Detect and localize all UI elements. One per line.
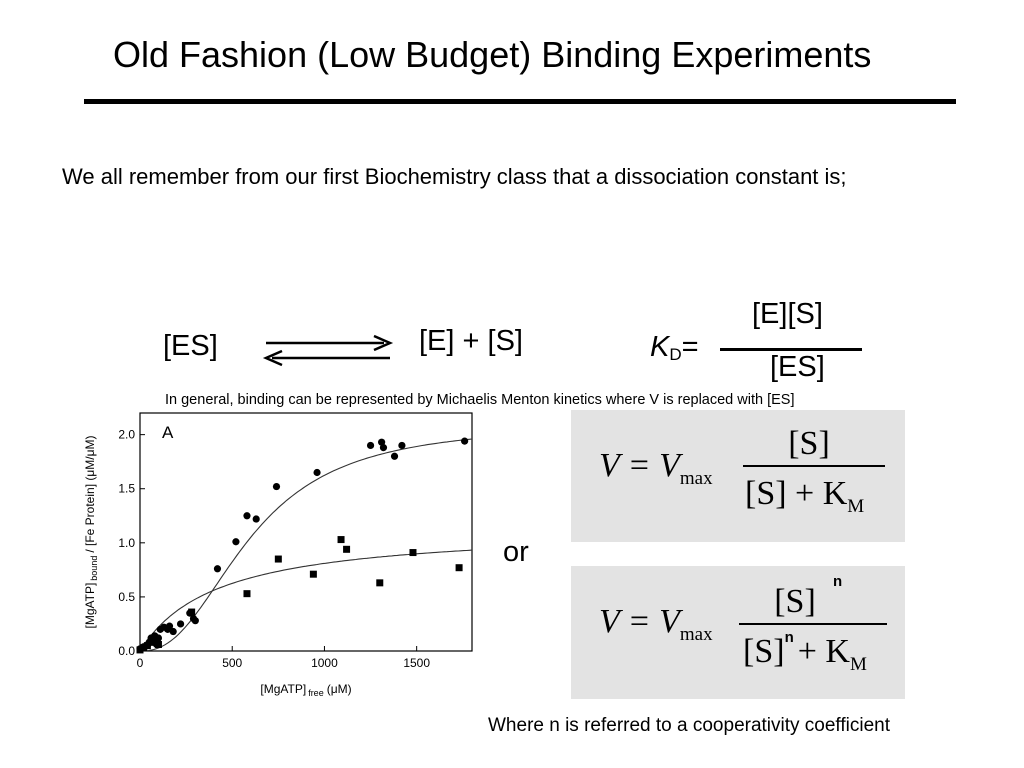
x-tick-label: 1500 [403, 656, 430, 670]
y-tick-label: 2.0 [118, 428, 135, 442]
fit-curve-squares [139, 549, 473, 652]
title-underline [84, 99, 956, 104]
x-tick-label: 500 [222, 656, 242, 670]
data-point-square [309, 570, 317, 578]
binding-plot: 0 500 1000 1500 0.0 0.5 1.0 1.5 2.0 A [MgATP] fre… [83, 412, 473, 698]
data-point-square [188, 608, 196, 616]
kd-equals: = [681, 331, 699, 363]
data-point-circle [165, 622, 174, 630]
eq1-denominator: [S] + KM [745, 475, 864, 517]
data-point-circle [366, 441, 375, 450]
data-point-square [337, 536, 345, 544]
data-point-square [147, 638, 155, 646]
data-point-square [143, 642, 151, 650]
data-point-circle [390, 452, 399, 460]
data-point-circle [252, 515, 260, 523]
data-point-circle [232, 538, 240, 546]
eq1-numerator: [S] [788, 425, 830, 462]
kd-fraction-bar [720, 348, 862, 351]
data-point-circle [461, 437, 469, 445]
reaction-products: [E] + [S] [419, 325, 523, 357]
general-note: In general, binding can be represented b… [165, 392, 795, 408]
data-point-circle [191, 617, 199, 625]
data-point-square [409, 549, 417, 557]
data-point-circle [378, 438, 386, 446]
kd-numerator: [E][S] [752, 298, 823, 330]
data-point-square [151, 636, 159, 644]
x-tick-label: 0 [137, 656, 144, 670]
kd-denominator: [ES] [770, 351, 825, 383]
x-axis-label: [MgATP] free (μM) [260, 682, 351, 698]
footnote: Where n is referred to a cooperativity c… [488, 715, 891, 736]
x-tick-label: 1000 [311, 656, 338, 670]
panel-label: A [162, 423, 174, 442]
hill-equation: V = Vmax [S] n [S]n + KM [571, 566, 905, 699]
eq2-lhs: V = Vmax [599, 603, 713, 645]
kd-label: KD= [650, 331, 699, 365]
data-point-square [455, 564, 463, 572]
data-point-square [274, 555, 282, 563]
data-point-square [154, 641, 162, 649]
data-point-circle [243, 512, 251, 520]
y-tick-label: 0.5 [118, 590, 135, 604]
michaelis-menten-equation: V = Vmax [S] [S] + KM [571, 410, 905, 542]
data-point-square [343, 545, 351, 553]
data-point-square [376, 579, 384, 587]
y-tick-label: 0.0 [118, 644, 135, 658]
data-point-circle [379, 444, 388, 452]
equilibrium-arrows-icon [262, 334, 394, 367]
data-point-circle [176, 620, 185, 628]
fit-curve-circles [140, 438, 473, 652]
eq1-lhs: V = Vmax [599, 447, 713, 489]
kd-symbol: K [650, 331, 670, 363]
kd-subscript: D [669, 345, 682, 364]
page-title: Old Fashion (Low Budget) Binding Experim… [113, 34, 872, 75]
data-point-circle [169, 627, 177, 636]
eq2-denominator: [S]n + KM [743, 629, 867, 675]
data-point-square [136, 646, 144, 654]
data-point-square [140, 644, 148, 652]
y-axis-label: [MgATP]bound/ [Fe Protein] (μM/μM) [83, 435, 99, 628]
reaction-reactant: [ES] [163, 330, 218, 362]
y-tick-label: 1.5 [118, 482, 135, 496]
plot-frame [139, 412, 473, 652]
or-label: or [503, 536, 529, 568]
intro-text: We all remember from our first Biochemis… [62, 164, 847, 189]
data-point-circle [313, 468, 321, 477]
eq2-numerator-exponent: n [833, 573, 842, 590]
eq2-numerator: [S] [774, 583, 816, 620]
y-tick-label: 1.0 [118, 536, 135, 550]
data-point-circle [213, 565, 222, 573]
data-point-square [243, 590, 251, 598]
data-point-circle [398, 441, 406, 450]
data-point-circle [272, 482, 281, 491]
